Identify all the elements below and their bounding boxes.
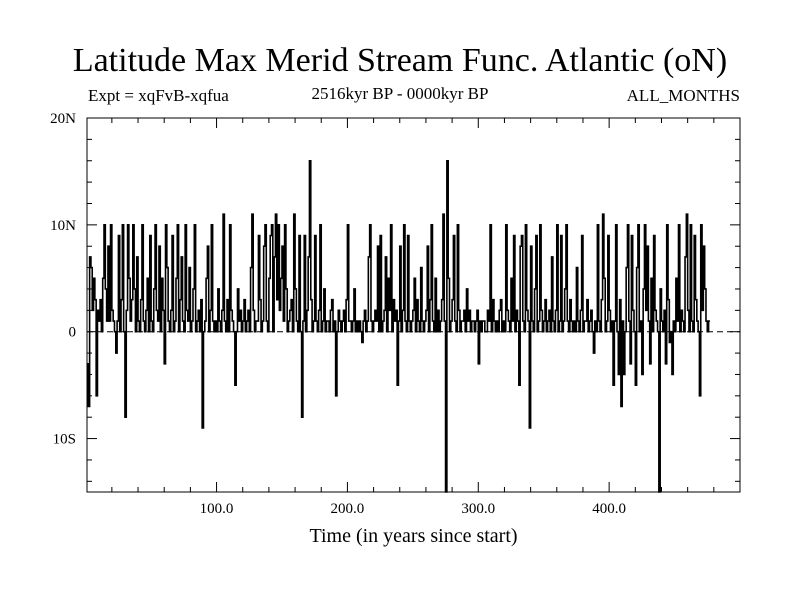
series-line — [87, 159, 710, 493]
y-tick-label: 0 — [69, 325, 77, 341]
x-tick-label: 400.0 — [592, 501, 626, 517]
y-tick-label: 10N — [50, 218, 76, 234]
time-range-label: 2516kyr BP - 0000kyr BP — [311, 84, 489, 103]
tick-layer: 100.0 200.0 300.0 400.0 10S 0 10N 20N — [50, 111, 740, 517]
chart-title: Latitude Max Merid Stream Func. Atlantic… — [72, 42, 728, 79]
x-tick-label: 100.0 — [200, 501, 234, 517]
y-tick-label: 10S — [53, 432, 76, 448]
x-tick-label: 200.0 — [331, 501, 365, 517]
months-label: ALL_MONTHS — [626, 86, 740, 105]
x-tick-label: 300.0 — [461, 501, 495, 517]
experiment-label: Expt = xqFvB-xqfua — [88, 86, 229, 105]
x-axis-label: Time (in years since start) — [309, 525, 517, 547]
y-tick-label: 20N — [50, 111, 76, 127]
plot-frame — [86, 117, 741, 493]
